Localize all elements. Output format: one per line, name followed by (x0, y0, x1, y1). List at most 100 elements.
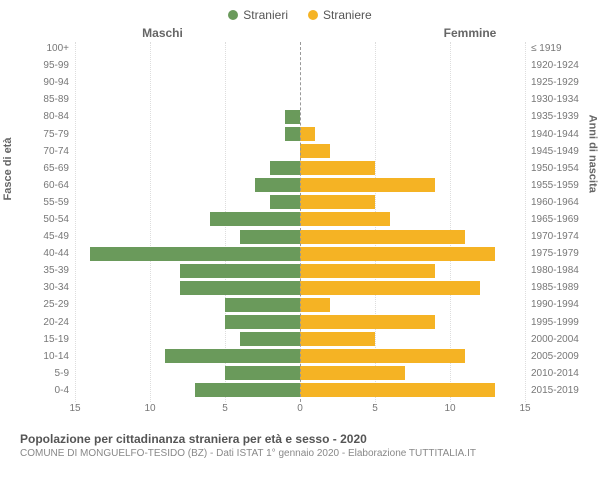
birth-label: 1985-1989 (525, 282, 580, 293)
birth-label: 1990-1994 (525, 299, 580, 310)
bar-area-male (75, 91, 300, 108)
bar-area-female (300, 177, 525, 194)
chart-area: Maschi Femmine Fasce di età Anni di nasc… (20, 26, 580, 426)
age-label: 65-69 (20, 163, 75, 174)
bar-area-female (300, 57, 525, 74)
bar-area-male (75, 245, 300, 262)
x-tick: 10 (444, 403, 455, 414)
birth-label: 2015-2019 (525, 385, 580, 396)
bar-area-male (75, 211, 300, 228)
bar-male (240, 332, 300, 346)
bar-male (165, 349, 300, 363)
birth-label: 1955-1959 (525, 180, 580, 191)
bar-area-female (300, 160, 525, 177)
bar-area-female (300, 91, 525, 108)
bar-female (300, 264, 435, 278)
x-tick: 15 (519, 403, 530, 414)
bar-male (240, 230, 300, 244)
legend-label-female: Straniere (323, 8, 372, 22)
y-axis-right-label: Anni di nascita (586, 115, 598, 193)
header-female: Femmine (350, 26, 580, 40)
bar-area-female (300, 74, 525, 91)
age-label: 100+ (20, 43, 75, 54)
age-label: 0-4 (20, 385, 75, 396)
age-label: 50-54 (20, 214, 75, 225)
age-label: 90-94 (20, 77, 75, 88)
bar-male (225, 315, 300, 329)
bar-male (270, 161, 300, 175)
bar-area-female (300, 314, 525, 331)
bar-area-female (300, 348, 525, 365)
birth-label: 1950-1954 (525, 163, 580, 174)
bar-area-female (300, 228, 525, 245)
bar-area-female (300, 40, 525, 57)
x-tick: 10 (144, 403, 155, 414)
bar-female (300, 366, 405, 380)
bar-area-female (300, 245, 525, 262)
bar-area-male (75, 314, 300, 331)
birth-label: 2005-2009 (525, 351, 580, 362)
bar-area-female (300, 365, 525, 382)
age-label: 70-74 (20, 146, 75, 157)
bar-area-female (300, 382, 525, 399)
bar-female (300, 144, 330, 158)
bar-area-female (300, 296, 525, 313)
bar-male (255, 178, 300, 192)
age-label: 95-99 (20, 60, 75, 71)
birth-label: 1930-1934 (525, 94, 580, 105)
bar-area-male (75, 125, 300, 142)
bar-area-male (75, 331, 300, 348)
legend-swatch-female (308, 10, 318, 20)
age-label: 40-44 (20, 248, 75, 259)
bar-area-male (75, 40, 300, 57)
bar-area-female (300, 211, 525, 228)
age-label: 45-49 (20, 231, 75, 242)
bar-area-male (75, 143, 300, 160)
bar-male (225, 298, 300, 312)
birth-label: 1935-1939 (525, 111, 580, 122)
birth-label: 1970-1974 (525, 231, 580, 242)
bar-area-male (75, 382, 300, 399)
birth-label: ≤ 1919 (525, 43, 580, 54)
bar-female (300, 230, 465, 244)
bar-area-male (75, 194, 300, 211)
bar-area-female (300, 108, 525, 125)
bar-male (195, 383, 300, 397)
age-label: 15-19 (20, 334, 75, 345)
bar-area-female (300, 331, 525, 348)
bar-female (300, 178, 435, 192)
age-label: 5-9 (20, 368, 75, 379)
x-tick: 5 (222, 403, 228, 414)
bar-male (285, 127, 300, 141)
bar-female (300, 315, 435, 329)
age-label: 60-64 (20, 180, 75, 191)
x-tick: 0 (297, 403, 303, 414)
bar-area-male (75, 108, 300, 125)
bar-area-male (75, 262, 300, 279)
header-male: Maschi (20, 26, 250, 40)
bar-female (300, 281, 480, 295)
bar-male (180, 281, 300, 295)
bar-female (300, 195, 375, 209)
birth-label: 1965-1969 (525, 214, 580, 225)
bar-area-male (75, 296, 300, 313)
bar-male (225, 366, 300, 380)
birth-label: 1960-1964 (525, 197, 580, 208)
bar-area-female (300, 262, 525, 279)
age-label: 25-29 (20, 299, 75, 310)
legend-swatch-male (228, 10, 238, 20)
bar-area-male (75, 160, 300, 177)
chart-subtitle: COMUNE DI MONGUELFO-TESIDO (BZ) - Dati I… (20, 448, 580, 459)
birth-label: 1975-1979 (525, 248, 580, 259)
bar-area-male (75, 365, 300, 382)
bar-male (210, 212, 300, 226)
bar-male (285, 110, 300, 124)
bar-female (300, 127, 315, 141)
center-line (300, 42, 301, 402)
bar-female (300, 332, 375, 346)
birth-label: 1945-1949 (525, 146, 580, 157)
y-axis-left-label: Fasce di età (2, 138, 14, 201)
birth-label: 2010-2014 (525, 368, 580, 379)
bar-male (90, 247, 300, 261)
birth-label: 1980-1984 (525, 265, 580, 276)
